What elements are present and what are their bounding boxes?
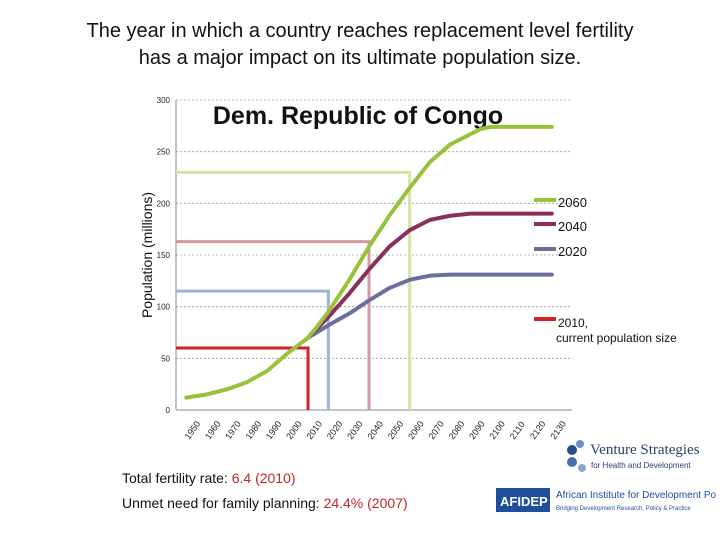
x-tick-label: 2060 <box>406 419 426 440</box>
legend-label-current: 2010, current population size <box>556 316 677 345</box>
y-axis-label: Population (millions) <box>139 192 155 318</box>
venture-logo-name: Venture Strategies <box>590 442 700 458</box>
slide-title: The year in which a country reaches repl… <box>0 18 720 72</box>
afidep-logo: AFIDEP African Institute for Development… <box>496 488 716 512</box>
afidep-logo-box <box>496 488 550 512</box>
x-tick-label: 2100 <box>487 419 507 440</box>
marker-line-2020 <box>176 289 330 410</box>
y-tick-label: 50 <box>161 354 170 363</box>
tfr-value: 6.4 (2010) <box>231 470 296 486</box>
unmet-need-line: Unmet need for family planning: 24.4% (2… <box>122 495 408 511</box>
series-line-2040 <box>306 211 554 340</box>
chart-title: Dem. Republic of Congo <box>213 102 503 130</box>
x-tick-label: 1950 <box>183 419 203 440</box>
legend-label: 2040 <box>558 219 587 234</box>
x-tick-label: 2050 <box>386 419 406 440</box>
x-tick-label: 2030 <box>345 419 365 440</box>
marker-line-2060 <box>176 170 412 410</box>
y-tick-label: 300 <box>157 96 171 105</box>
x-tick-label: 2000 <box>284 419 304 440</box>
x-tick-label: 1980 <box>244 419 264 440</box>
venture-logo-tagline: for Health and Development <box>591 461 691 470</box>
y-tick-label: 250 <box>157 148 171 157</box>
afidep-logo-tagline: Bridging Development Research, Policy & … <box>556 506 691 512</box>
slide-title-line-1: The year in which a country reaches repl… <box>86 20 634 42</box>
tfr-line: Total fertility rate: 6.4 (2010) <box>122 470 296 486</box>
y-tick-label: 100 <box>157 303 171 312</box>
unmet-value: 24.4% (2007) <box>323 495 408 511</box>
venture-strategies-logo: Venture Strategies for Health and Develo… <box>567 440 700 472</box>
x-tick-label: 2010 <box>304 419 324 440</box>
afidep-logo-name: African Institute for Development Policy <box>556 490 716 501</box>
series-line-2060 <box>184 124 554 400</box>
tfr-label: Total fertility rate: <box>122 470 228 486</box>
marker-line-2040 <box>176 240 371 410</box>
x-tick-label: 2090 <box>467 419 487 440</box>
x-tick-label: 1960 <box>203 419 223 440</box>
x-tick-label: 2110 <box>508 420 527 440</box>
y-tick-label: 150 <box>157 251 171 260</box>
x-tick-label: 2120 <box>528 419 548 440</box>
y-tick-label: 0 <box>166 406 171 415</box>
venture-logo-mark <box>567 440 586 472</box>
x-tick-label: 2040 <box>365 419 385 440</box>
x-tick-label: 2070 <box>426 419 446 440</box>
x-tick-label: 2080 <box>447 419 467 440</box>
legend-label: 2060 <box>558 195 587 210</box>
x-tick-label: 1990 <box>264 419 284 440</box>
y-tick-label: 200 <box>157 199 171 208</box>
unmet-label: Unmet need for family planning: <box>122 495 320 511</box>
x-tick-label: 2020 <box>325 419 345 440</box>
legend-label: 2020 <box>558 244 587 259</box>
marker-line-2010 <box>176 346 310 410</box>
slide-title-line-2: has a major impact on its ultimate popul… <box>138 47 582 69</box>
afidep-logo-abbr: AFIDEP <box>500 494 548 509</box>
series-line-2020 <box>306 272 554 340</box>
x-tick-label: 1970 <box>223 419 243 440</box>
